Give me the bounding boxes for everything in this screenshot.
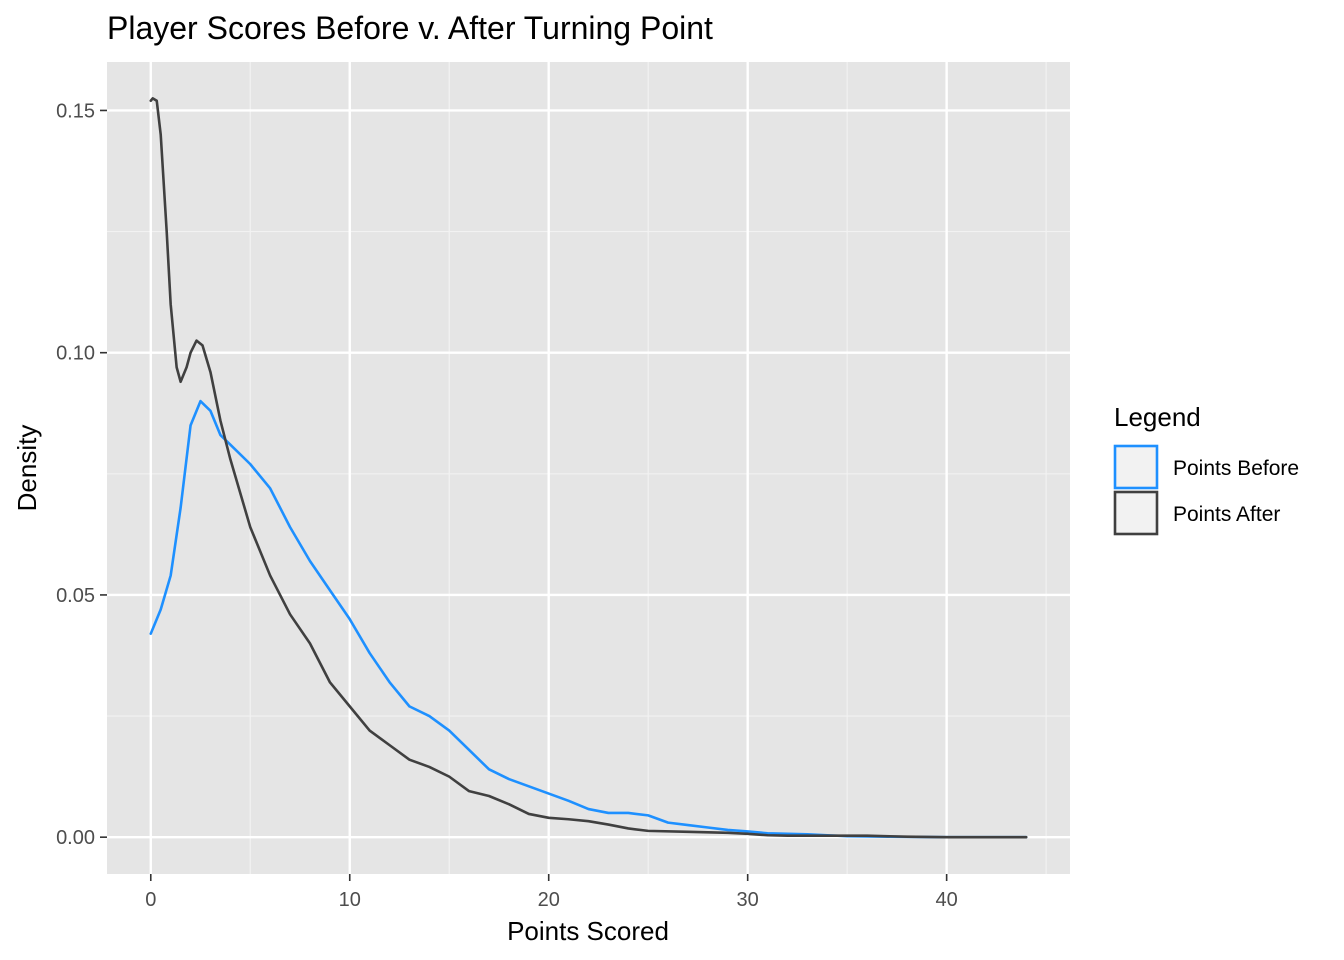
y-axis: 0.00 0.05 0.10 0.15 [56, 100, 107, 849]
series-line-points-before [149, 399, 1028, 839]
x-tick-label: 40 [936, 889, 958, 911]
y-tick-label: 0.15 [56, 100, 95, 122]
y-tick-label: 0.05 [56, 585, 95, 607]
chart-title: Player Scores Before v. After Turning Po… [107, 10, 713, 46]
legend-title: Legend [1114, 402, 1201, 432]
legend-label-points-before: Points Before [1173, 457, 1299, 480]
grid-minor [107, 62, 1070, 874]
x-tick-label: 30 [737, 889, 759, 911]
y-tick-label: 0.00 [56, 827, 95, 849]
plot-panel [107, 62, 1070, 874]
legend-key-points-after [1113, 490, 1159, 536]
x-axis-title: Points Scored [507, 916, 669, 946]
x-tick-label: 10 [339, 889, 361, 911]
legend-key-points-before [1113, 444, 1159, 490]
y-tick-label: 0.10 [56, 343, 95, 365]
series-layer [149, 97, 1028, 839]
x-tick-label: 0 [145, 889, 156, 911]
x-tick-label: 20 [538, 889, 560, 911]
series-line-points-after [149, 97, 1028, 839]
legend-label-points-after: Points After [1173, 503, 1280, 526]
y-axis-title: Density [12, 425, 42, 512]
legend: Legend Points Before Points After [1113, 402, 1299, 536]
x-axis: 0 10 20 30 40 [145, 874, 958, 911]
